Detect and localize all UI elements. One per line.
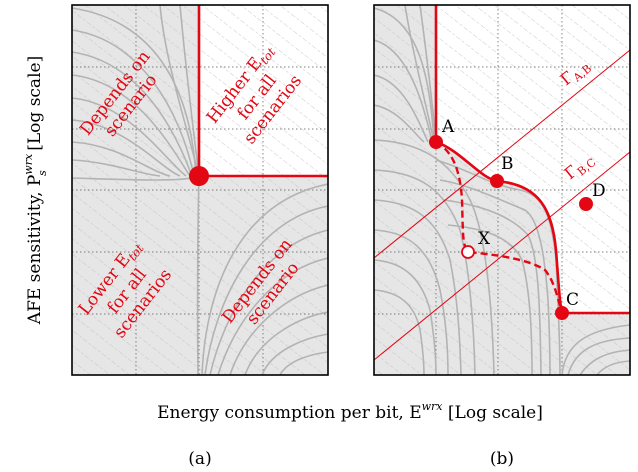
- panel-a: Depends on scenario Higher Etot for all …: [72, 5, 328, 375]
- iso-curves-a: [72, 5, 328, 375]
- label-point-c: C: [566, 290, 579, 310]
- panel-a-frame: [71, 4, 329, 376]
- y-axis-label: AFE sensitivity, Pwrxs [Log scale]: [22, 56, 49, 325]
- point-b: [490, 174, 504, 188]
- panel-b: A B C D X ΓA,B ΓB,C: [374, 5, 630, 375]
- point-x: [461, 245, 475, 259]
- panel-b-frame: [373, 4, 631, 376]
- point-d: [579, 197, 593, 211]
- iso-curves-b: [374, 5, 630, 375]
- caption-b: (b): [490, 449, 514, 469]
- reference-point-a: [189, 166, 209, 186]
- svg-text:AFE sensitivity, Pwrxs [Log sc: AFE sensitivity, Pwrxs [Log scale]: [22, 56, 49, 325]
- label-point-b: B: [501, 154, 514, 174]
- point-c: [555, 306, 569, 320]
- gamma-bc-line: [374, 151, 630, 361]
- label-point-a: A: [441, 117, 455, 137]
- point-a: [429, 135, 443, 149]
- caption-a: (a): [188, 449, 211, 469]
- dashed-path-x: [435, 140, 564, 314]
- gamma-ab-line: [374, 49, 630, 259]
- label-point-d: D: [592, 181, 606, 201]
- x-axis-label: Energy consumption per bit, Ewrx [Log sc…: [157, 400, 543, 423]
- frontier-curve: [434, 5, 630, 315]
- label-point-x: X: [478, 229, 491, 249]
